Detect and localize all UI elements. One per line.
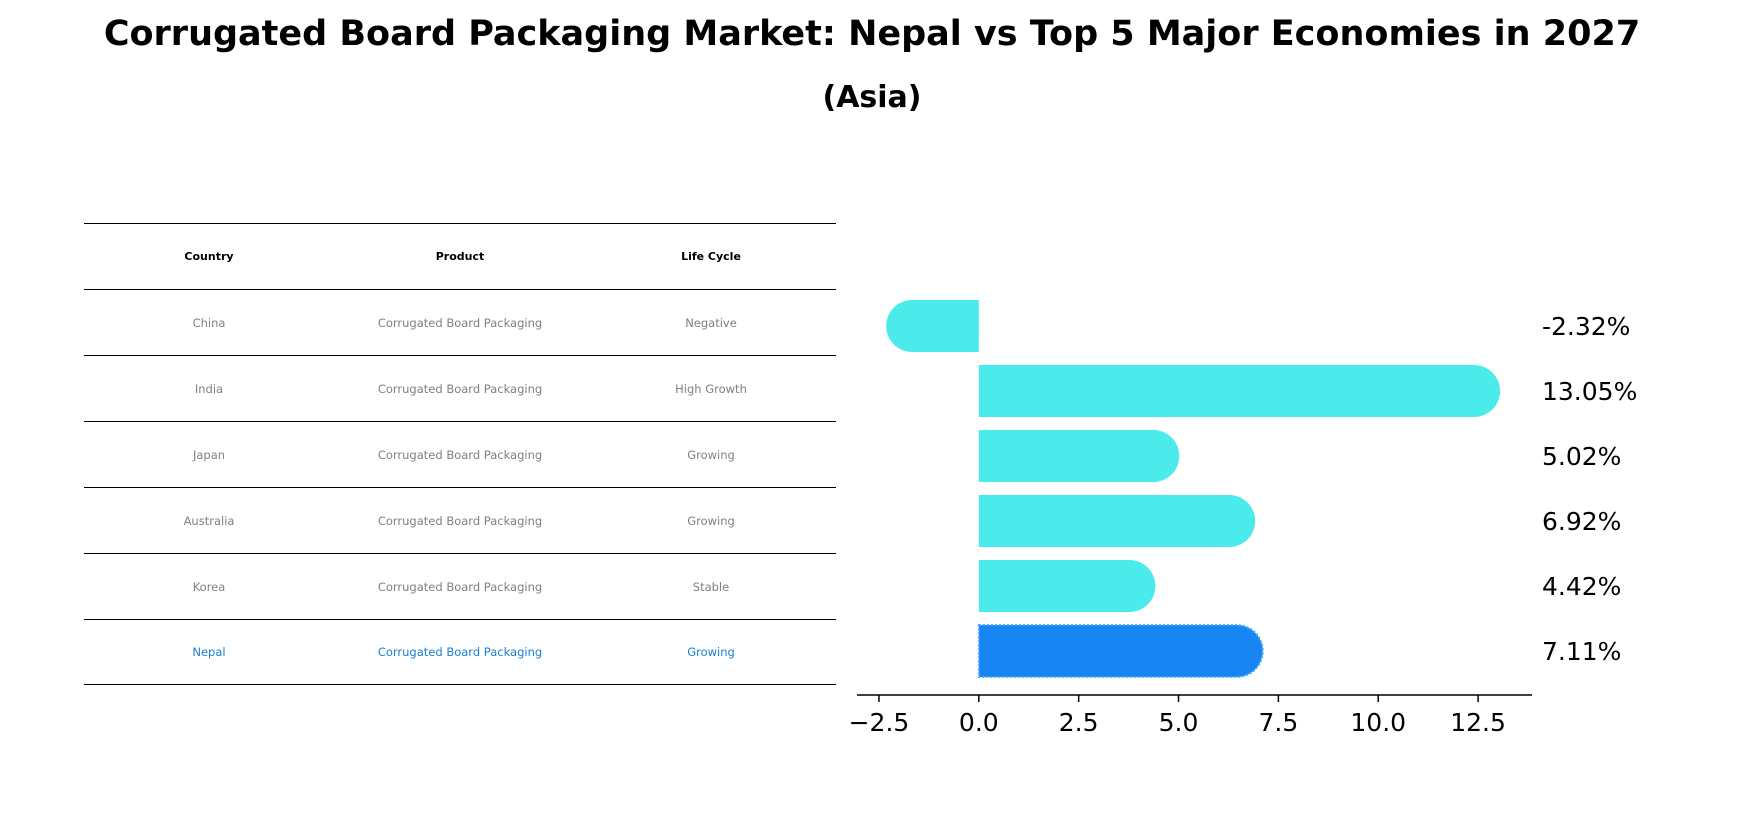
product-cell: Corrugated Board Packaging	[377, 315, 543, 330]
comparison-table: Country Product Life Cycle China Corruga…	[84, 223, 836, 685]
header-country: Country	[184, 250, 234, 263]
country-cell: Korea	[192, 579, 226, 594]
x-tick-label: 12.5	[1450, 708, 1506, 737]
bar-australia	[978, 495, 1256, 547]
country-cell: India	[194, 381, 224, 396]
country-cell: China	[192, 315, 226, 330]
table-row: Japan Corrugated Board Packaging Growing	[84, 421, 836, 487]
x-tick-label: −2.5	[849, 708, 910, 737]
header-life-cycle: Life Cycle	[681, 250, 741, 263]
x-tick-label: 7.5	[1258, 708, 1298, 737]
table-header-row: Country Product Life Cycle	[84, 223, 836, 289]
country-cell: Nepal	[192, 645, 226, 659]
x-tick-label: 0.0	[959, 708, 999, 737]
value-label: 13.05%	[1542, 377, 1637, 406]
x-tick-label: 2.5	[1059, 708, 1099, 737]
country-cell: Japan	[192, 447, 226, 462]
value-label: 5.02%	[1542, 442, 1621, 471]
value-label: 7.11%	[1542, 637, 1621, 666]
x-tick-label: 10.0	[1350, 708, 1406, 737]
table-row-highlighted: Nepal Corrugated Board Packaging Growing	[84, 619, 836, 685]
value-label: -2.32%	[1542, 312, 1630, 341]
table-row: Korea Corrugated Board Packaging Stable	[84, 553, 836, 619]
bar-japan	[978, 430, 1180, 482]
bar-korea	[978, 560, 1156, 612]
table-row: Australia Corrugated Board Packaging Gro…	[84, 487, 836, 553]
life-cycle-cell: Growing	[687, 447, 735, 462]
bar-china	[886, 300, 979, 352]
table-row: China Corrugated Board Packaging Negativ…	[84, 289, 836, 355]
product-cell: Corrugated Board Packaging	[377, 381, 543, 396]
product-cell: Corrugated Board Packaging	[377, 579, 543, 594]
value-label: 4.42%	[1542, 572, 1621, 601]
product-cell: Corrugated Board Packaging	[377, 645, 543, 659]
chart-subtitle: (Asia)	[822, 80, 922, 115]
chart-title: Corrugated Board Packaging Market: Nepal…	[103, 14, 1641, 54]
header-product: Product	[435, 250, 485, 263]
x-tick-label: 5.0	[1159, 708, 1199, 737]
table-row: India Corrugated Board Packaging High Gr…	[84, 355, 836, 421]
country-cell: Australia	[183, 513, 235, 528]
value-label: 6.92%	[1542, 507, 1621, 536]
life-cycle-cell: Stable	[692, 579, 730, 594]
life-cycle-cell: High Growth	[675, 381, 747, 396]
life-cycle-cell: Negative	[685, 315, 737, 330]
life-cycle-cell: Growing	[687, 645, 735, 659]
bar-india	[978, 365, 1501, 417]
life-cycle-cell: Growing	[687, 513, 735, 528]
bar-nepal	[977, 624, 1264, 678]
product-cell: Corrugated Board Packaging	[377, 447, 543, 462]
product-cell: Corrugated Board Packaging	[377, 513, 543, 528]
